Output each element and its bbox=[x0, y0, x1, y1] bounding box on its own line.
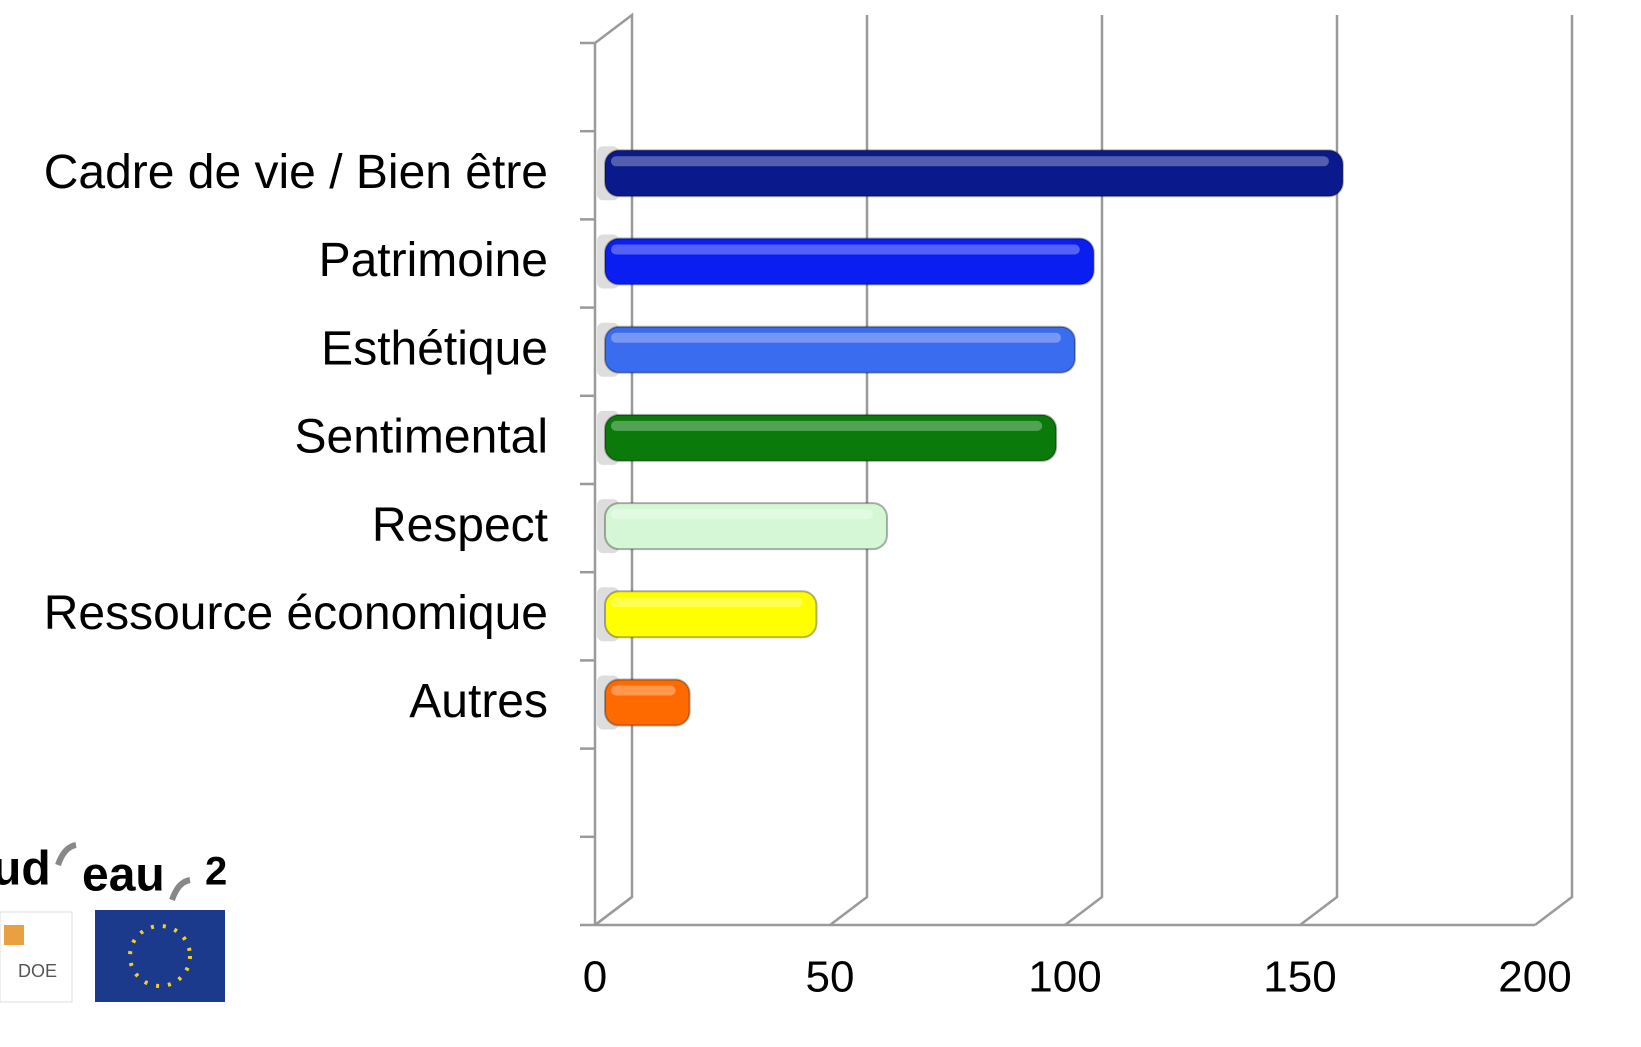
bar-highlight bbox=[611, 420, 1043, 431]
bar-highlight bbox=[611, 509, 873, 520]
logo-shape bbox=[4, 925, 24, 945]
bar-highlight bbox=[611, 597, 803, 608]
bar-highlight bbox=[611, 332, 1061, 343]
x-tick-label: 100 bbox=[1028, 953, 1101, 1002]
logo-text: ud bbox=[0, 843, 51, 896]
eu-flag bbox=[95, 910, 225, 1002]
y-tick-label: Patrimoine bbox=[319, 234, 548, 287]
y-tick-label: Esthétique bbox=[321, 322, 548, 375]
logo-swash bbox=[169, 877, 191, 902]
x-tick-label: 150 bbox=[1263, 953, 1336, 1002]
y-tick-label: Cadre de vie / Bien être bbox=[44, 146, 548, 199]
logo: ud eau 2 DOE bbox=[0, 842, 227, 1003]
bar-highlight bbox=[611, 156, 1329, 167]
bar bbox=[604, 502, 888, 551]
y-tick-label: Sentimental bbox=[295, 411, 548, 464]
bar bbox=[604, 413, 1058, 462]
logo-text: 2 bbox=[205, 850, 227, 894]
x-tick-label: 50 bbox=[806, 953, 855, 1002]
x-tick-label: 200 bbox=[1498, 953, 1571, 1002]
logo-swash bbox=[55, 842, 77, 867]
bar bbox=[604, 590, 818, 639]
grid-line bbox=[829, 15, 869, 926]
bar bbox=[604, 325, 1076, 374]
bar-highlight bbox=[611, 685, 676, 696]
y-tick-label: Respect bbox=[372, 499, 548, 552]
grid-line bbox=[1534, 15, 1574, 926]
logo-small-text: DOE bbox=[18, 961, 57, 981]
bar-highlight bbox=[611, 244, 1080, 255]
bar bbox=[604, 237, 1095, 286]
eu-stars bbox=[128, 924, 192, 988]
bar bbox=[604, 678, 691, 727]
grid-line bbox=[1299, 15, 1339, 926]
logo-text: eau bbox=[82, 849, 165, 902]
y-tick-label: Ressource économique bbox=[44, 587, 548, 640]
grid-line bbox=[1064, 15, 1104, 926]
x-tick-label: 0 bbox=[583, 953, 607, 1002]
grid-line bbox=[594, 896, 633, 926]
y-tick-label: Autres bbox=[409, 675, 548, 728]
bar bbox=[604, 149, 1344, 198]
